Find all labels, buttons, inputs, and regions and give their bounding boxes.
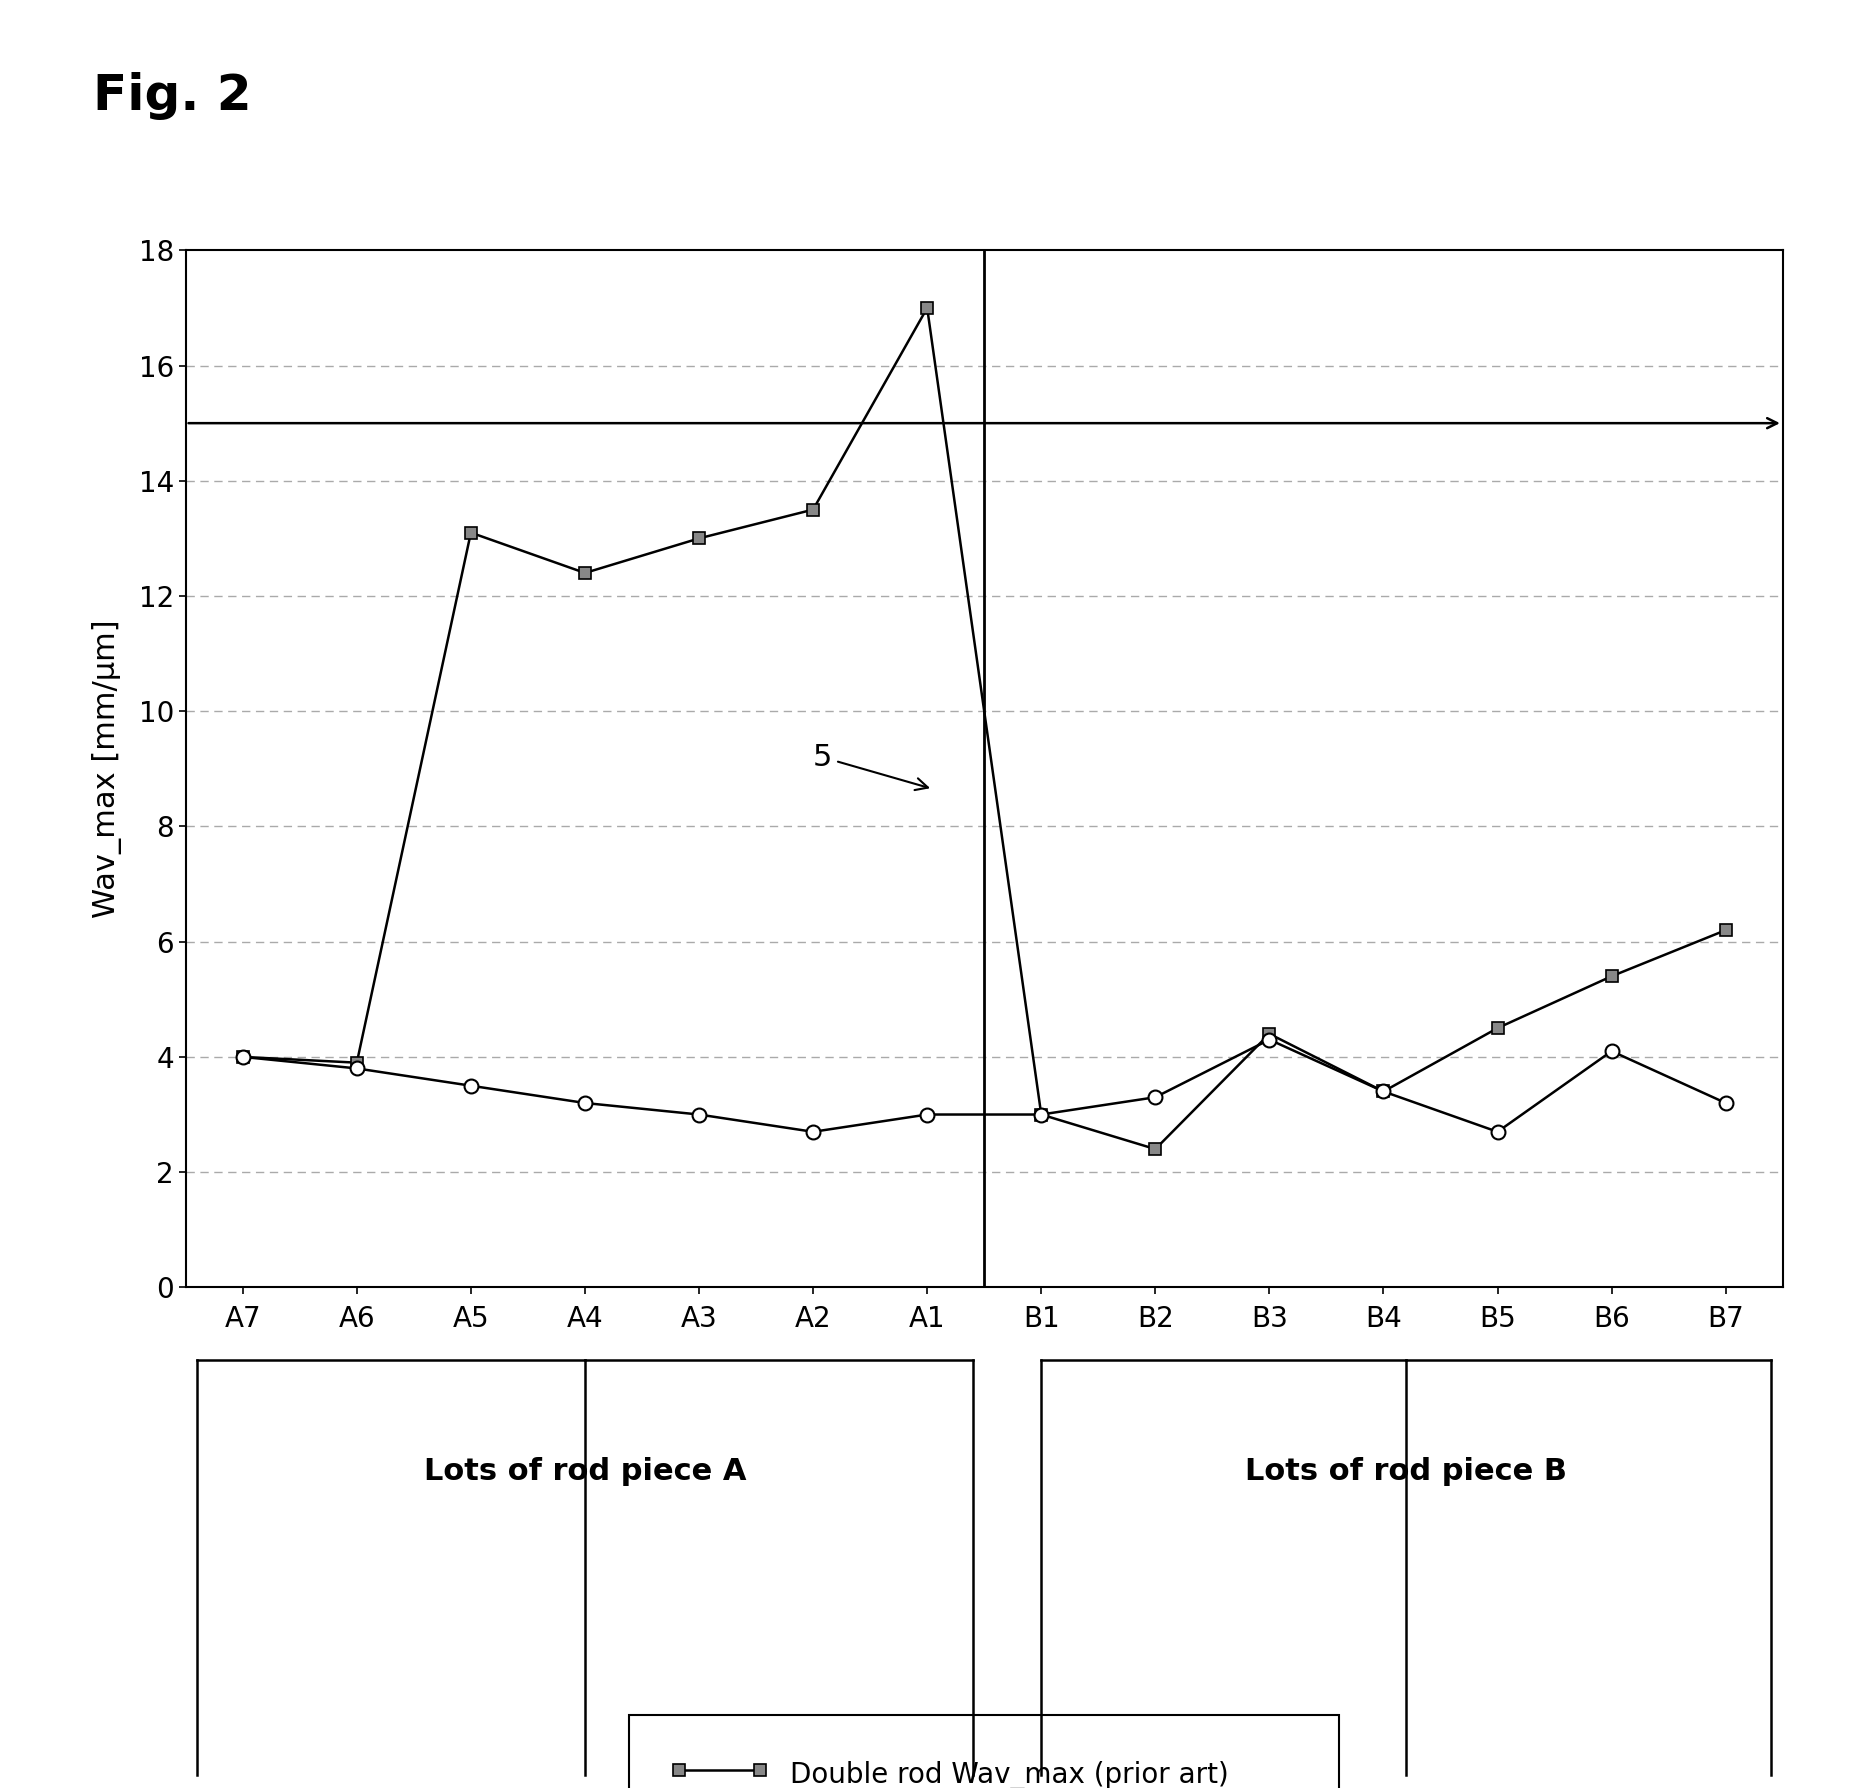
Text: Lots of rod piece B: Lots of rod piece B xyxy=(1246,1457,1567,1486)
Double rod Wav_max (prior art) xyxy=(1031,1103,1053,1125)
Double rod Wav_max (prior art) xyxy=(1259,1023,1281,1044)
Compound rod Wav_max (invention) xyxy=(232,1046,254,1067)
Double rod Wav_max (prior art) xyxy=(1601,966,1623,987)
Double rod Wav_max (prior art) xyxy=(232,1046,254,1067)
Line: Double rod Wav_max (prior art): Double rod Wav_max (prior art) xyxy=(236,302,1733,1155)
Double rod Wav_max (prior art) xyxy=(1714,919,1736,940)
Compound rod Wav_max (invention) xyxy=(687,1103,709,1125)
Compound rod Wav_max (invention) xyxy=(461,1075,483,1096)
Double rod Wav_max (prior art) xyxy=(687,527,709,549)
Double rod Wav_max (prior art) xyxy=(1372,1080,1395,1101)
Double rod Wav_max (prior art) xyxy=(1486,1017,1508,1039)
Compound rod Wav_max (invention) xyxy=(1714,1092,1736,1114)
Y-axis label: Wav_max [mm/μm]: Wav_max [mm/μm] xyxy=(91,619,123,919)
Double rod Wav_max (prior art) xyxy=(802,499,825,520)
Double rod Wav_max (prior art) xyxy=(1144,1139,1166,1160)
Line: Compound rod Wav_max (invention): Compound rod Wav_max (invention) xyxy=(236,1033,1733,1139)
Compound rod Wav_max (invention) xyxy=(574,1092,596,1114)
Text: Lots of rod piece A: Lots of rod piece A xyxy=(423,1457,747,1486)
Compound rod Wav_max (invention) xyxy=(1601,1041,1623,1062)
Compound rod Wav_max (invention) xyxy=(916,1103,938,1125)
Compound rod Wav_max (invention) xyxy=(1144,1087,1166,1109)
Compound rod Wav_max (invention) xyxy=(1372,1080,1395,1101)
Compound rod Wav_max (invention) xyxy=(1031,1103,1053,1125)
Compound rod Wav_max (invention) xyxy=(1486,1121,1508,1143)
Legend: Double rod Wav_max (prior art), Compound rod Wav_max (invention): Double rod Wav_max (prior art), Compound… xyxy=(630,1715,1339,1788)
Compound rod Wav_max (invention) xyxy=(345,1058,368,1080)
Compound rod Wav_max (invention) xyxy=(1259,1028,1281,1050)
Text: 5: 5 xyxy=(813,742,928,790)
Compound rod Wav_max (invention) xyxy=(802,1121,825,1143)
Double rod Wav_max (prior art) xyxy=(345,1051,368,1073)
Double rod Wav_max (prior art) xyxy=(461,522,483,544)
Text: Fig. 2: Fig. 2 xyxy=(93,72,251,120)
Double rod Wav_max (prior art) xyxy=(916,297,938,318)
Double rod Wav_max (prior art) xyxy=(574,561,596,583)
